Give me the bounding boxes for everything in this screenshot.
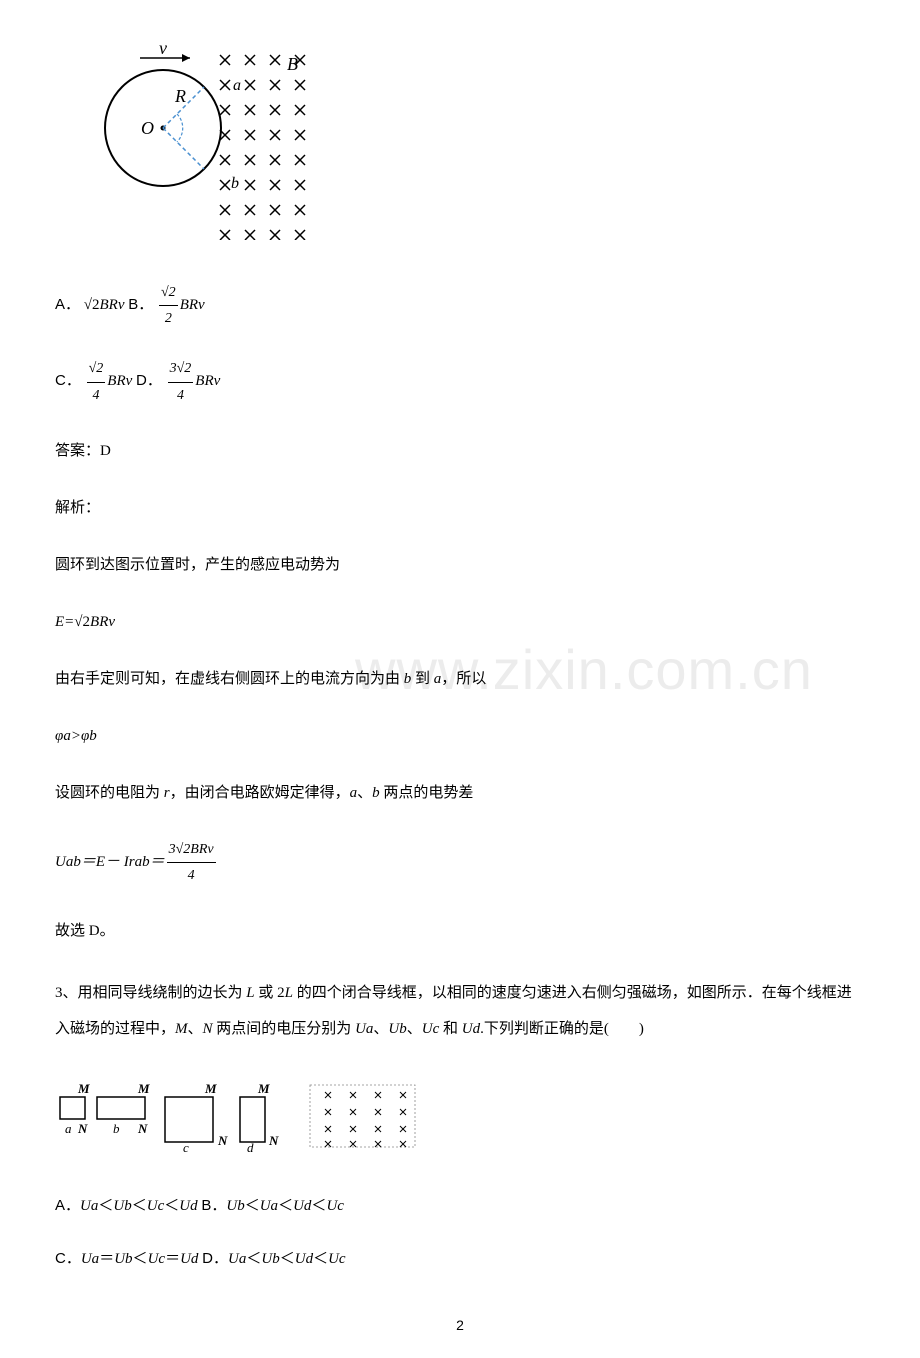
p2-pre: 由右手定则可知，在虚线右侧圆环上的电流方向为由 <box>55 671 404 687</box>
svg-text:M: M <box>77 1081 90 1096</box>
q3-opt-d: D．Ua＜Ub＜Ud＜Uc <box>202 1251 345 1267</box>
option-d-frac: 3√24 <box>168 356 194 407</box>
q3-s3: 、 <box>407 1021 422 1037</box>
q3-s2: 、 <box>373 1021 388 1037</box>
q3-opt-b: B．Ub＜Ua＜Ud＜Uc <box>201 1198 344 1214</box>
q3-options-row-1: A．Ua＜Ub＜Uc＜Ud B．Ub＜Ua＜Ud＜Uc <box>55 1192 865 1220</box>
option-d-label: D． <box>136 373 162 390</box>
p3-sep: 、 <box>357 785 372 801</box>
q3-mid3: 两点间的电压分别为 <box>213 1021 356 1037</box>
answer: 答案：D <box>55 438 865 465</box>
q3-M: M <box>175 1021 188 1037</box>
option-c-label: C． <box>55 373 81 390</box>
question-3: 3、用相同导线绕制的边长为 L 或 2L 的四个闭合导线框，以相同的速度匀速进入… <box>55 975 865 1047</box>
formula3-lhs: Uab＝E－ Irab＝ <box>55 854 165 870</box>
frame-b: M N b <box>97 1081 150 1136</box>
page-number: 2 <box>55 1313 865 1338</box>
svg-text:M: M <box>204 1081 217 1096</box>
option-a-label: A． <box>55 296 80 313</box>
figure-1: v B a b R O <box>85 40 865 250</box>
formula-3: Uab＝E－ Irab＝3√2BRv4 <box>55 837 865 888</box>
option-c-suffix: BRv <box>107 374 132 390</box>
q3-mid1: 或 2 <box>255 985 285 1001</box>
q3-options-row-2: C．Ua＝Ub＜Uc＝Ud D．Ua＜Ub＜Ud＜Uc <box>55 1245 865 1273</box>
analysis-p2: 由右手定则可知，在虚线右侧圆环上的电流方向为由 b 到 a，所以 <box>55 666 865 693</box>
svg-text:N: N <box>137 1121 148 1136</box>
figure-2: M N a M N b M N c M N d <box>55 1077 865 1162</box>
q3-N: N <box>203 1021 213 1037</box>
option-c-frac: √24 <box>87 356 106 407</box>
q3-L2: L <box>285 985 293 1001</box>
figure-1-svg: v B a b R O <box>85 40 325 240</box>
q3-Ua: Ua <box>355 1021 373 1037</box>
a-label: a <box>233 77 241 94</box>
b-label: b <box>231 175 239 192</box>
p3-mid: ，由闭合电路欧姆定律得， <box>170 785 350 801</box>
svg-text:c: c <box>183 1140 189 1152</box>
svg-text:N: N <box>217 1133 228 1148</box>
q3-L: L <box>246 985 254 1001</box>
formula-2: φa>φb <box>55 723 865 750</box>
R-label: R <box>174 86 186 106</box>
p3-pre: 设圆环的电阻为 <box>55 785 164 801</box>
field-region <box>310 1085 415 1147</box>
options-row-2: C． √24BRv D． 3√24BRv <box>55 356 865 407</box>
v-label: v <box>159 40 167 58</box>
analysis-p3: 设圆环的电阻为 r，由闭合电路欧姆定律得，a、b 两点的电势差 <box>55 780 865 807</box>
q3-Ud: Ud <box>462 1021 480 1037</box>
B-label: B <box>287 54 298 74</box>
formula1-suffix: BRv <box>90 614 115 630</box>
analysis-p1: 圆环到达图示位置时，产生的感应电动势为 <box>55 552 865 579</box>
q3-opt-a: A．Ua＜Ub＜Uc＜Ud <box>55 1198 198 1214</box>
p3-post: 两点的电势差 <box>380 785 474 801</box>
svg-text:M: M <box>137 1081 150 1096</box>
angle-arc <box>177 114 183 142</box>
frame-a: M N a <box>60 1081 90 1136</box>
formula-1: E=√2BRv <box>55 609 865 636</box>
figure-2-svg: M N a M N b M N c M N d <box>55 1077 435 1152</box>
option-b-suffix: BRv <box>180 297 205 313</box>
formula1-rad: √2 <box>74 614 90 630</box>
svg-text:N: N <box>268 1133 279 1148</box>
analysis-label: 解析： <box>55 495 865 522</box>
q3-post: .下列判断正确的是( ) <box>480 1021 644 1037</box>
svg-text:N: N <box>77 1121 88 1136</box>
frame-d: M N d <box>240 1081 279 1152</box>
velocity-arrowhead <box>182 54 190 62</box>
q3-s1: 、 <box>188 1021 203 1037</box>
svg-text:M: M <box>257 1081 270 1096</box>
option-d-suffix: BRv <box>195 374 220 390</box>
q3-Uc: Uc <box>422 1021 440 1037</box>
p2-mid: 到 <box>411 671 434 687</box>
radius-b <box>163 128 204 169</box>
option-b-frac: √22 <box>159 280 178 331</box>
p2-post: ，所以 <box>441 671 486 687</box>
q3-and: 和 <box>439 1021 462 1037</box>
q3-pre: 3、用相同导线绕制的边长为 <box>55 985 246 1001</box>
q3-opt-c: C．Ua＝Ub＜Uc＝Ud <box>55 1251 198 1267</box>
options-row-1: A． √2BRv B． √22BRv <box>55 280 865 331</box>
svg-text:b: b <box>113 1121 120 1136</box>
frame-c: M N c <box>165 1081 228 1152</box>
formula1-lhs: E= <box>55 614 74 630</box>
svg-text:a: a <box>65 1121 72 1136</box>
option-a-rad: √2 <box>84 297 100 313</box>
option-b-label: B． <box>128 296 153 313</box>
p3-b: b <box>372 785 380 801</box>
formula3-frac: 3√2BRv4 <box>167 837 216 888</box>
svg-text:d: d <box>247 1140 254 1152</box>
option-a-suffix: BRv <box>100 297 125 313</box>
p3-a: a <box>350 785 358 801</box>
conclusion: 故选 D。 <box>55 918 865 945</box>
q3-Ub: Ub <box>388 1021 406 1037</box>
O-label: O <box>141 118 154 138</box>
